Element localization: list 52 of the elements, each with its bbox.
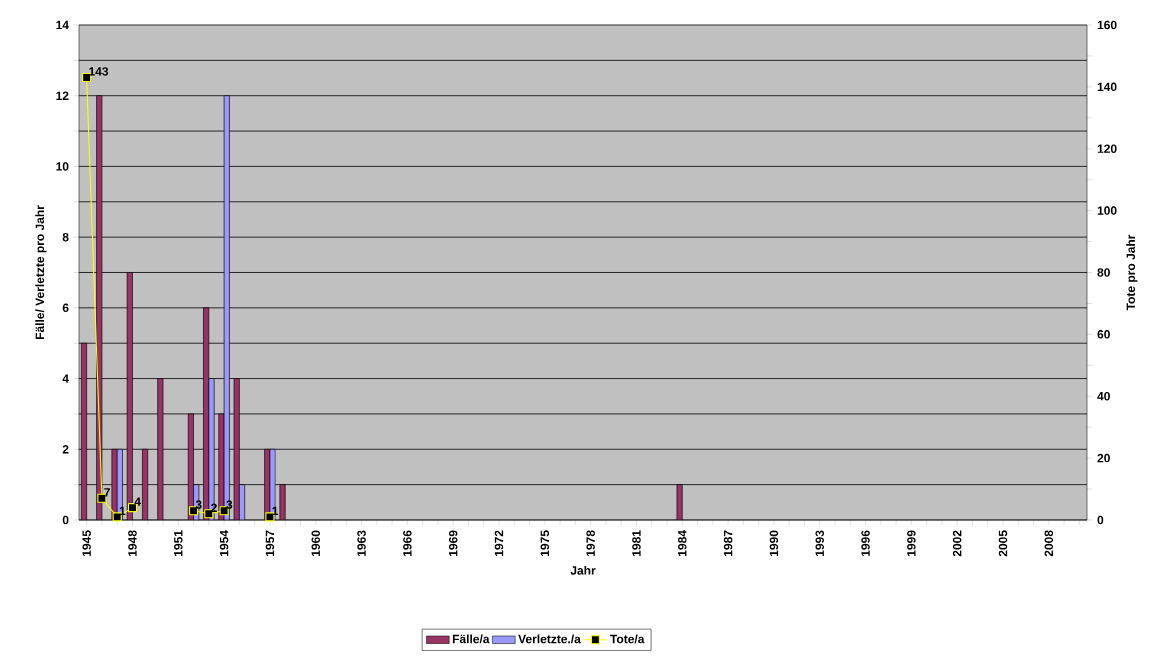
x-tick-label: 1951 [174, 530, 183, 556]
x-tick-label: 1969 [448, 530, 458, 556]
x-tick-label: 1957 [265, 530, 275, 556]
data-label: 1 [272, 506, 279, 516]
data-label: 2 [211, 503, 217, 512]
y-tick-label: 12 [56, 91, 69, 100]
x-tick-label: 1963 [357, 530, 366, 556]
y2-tick-label: 0 [1097, 515, 1104, 525]
y-tick-label: 2 [62, 445, 69, 454]
x-tick-label: 1981 [632, 530, 641, 556]
y2-tick-label: 20 [1097, 453, 1110, 463]
x-tick-label: 1999 [907, 530, 916, 556]
point [112, 512, 122, 522]
x-axis-title: Jahr [570, 565, 596, 575]
y2-tick-label: 60 [1097, 330, 1110, 339]
x-tick-label: 1966 [403, 530, 412, 556]
x-tick-label: 1945 [82, 530, 91, 556]
y-tick-label: 14 [56, 20, 69, 30]
x-tick-label: 1978 [586, 530, 595, 556]
y2-tick-label: 40 [1097, 391, 1110, 401]
y-axis-title: Fälle/ Verletzte pro Jahr [35, 205, 47, 340]
y-tick-label: 4 [62, 374, 69, 383]
y2-tick-label: 80 [1097, 268, 1110, 277]
data-label: 3 [195, 500, 202, 509]
y-tick-label: 6 [62, 303, 69, 313]
y2-tick-label: 160 [1097, 20, 1117, 30]
y2-tick-label: 140 [1097, 82, 1117, 92]
x-tick-label: 1996 [861, 530, 870, 556]
y-tick-label: 0 [62, 515, 69, 525]
x-tick-label: 1954 [219, 530, 229, 556]
y2-axis-title: Tote pro Jahr [1126, 234, 1138, 311]
data-label: 4 [134, 497, 141, 506]
x-tick-label: 1984 [678, 530, 687, 556]
x-tick-label: 2002 [952, 530, 962, 557]
legend-label: Tote/a [610, 634, 645, 644]
x-tick-label: 1960 [311, 530, 320, 556]
x-tick-label: 1990 [769, 530, 779, 556]
y-tick-label: 8 [62, 232, 69, 242]
x-tick-label: 2005 [998, 530, 1008, 557]
x-tick-label: 2008 [1044, 530, 1054, 557]
data-label: 7 [104, 488, 110, 497]
x-tick-label: 1975 [540, 530, 550, 556]
y-tick-label: 10 [56, 162, 69, 171]
x-tick-label: 1993 [815, 530, 824, 556]
y2-tick-label: 100 [1097, 206, 1117, 215]
legend-label: Verletzte./a [518, 634, 581, 644]
data-label: 143 [89, 67, 109, 76]
x-tick-label: 1987 [723, 530, 733, 556]
x-tick-label: 1948 [128, 530, 137, 556]
y2-tick-label: 120 [1097, 144, 1117, 153]
x-tick-label: 1972 [494, 530, 504, 556]
legend-label: Fälle/a [452, 634, 490, 644]
